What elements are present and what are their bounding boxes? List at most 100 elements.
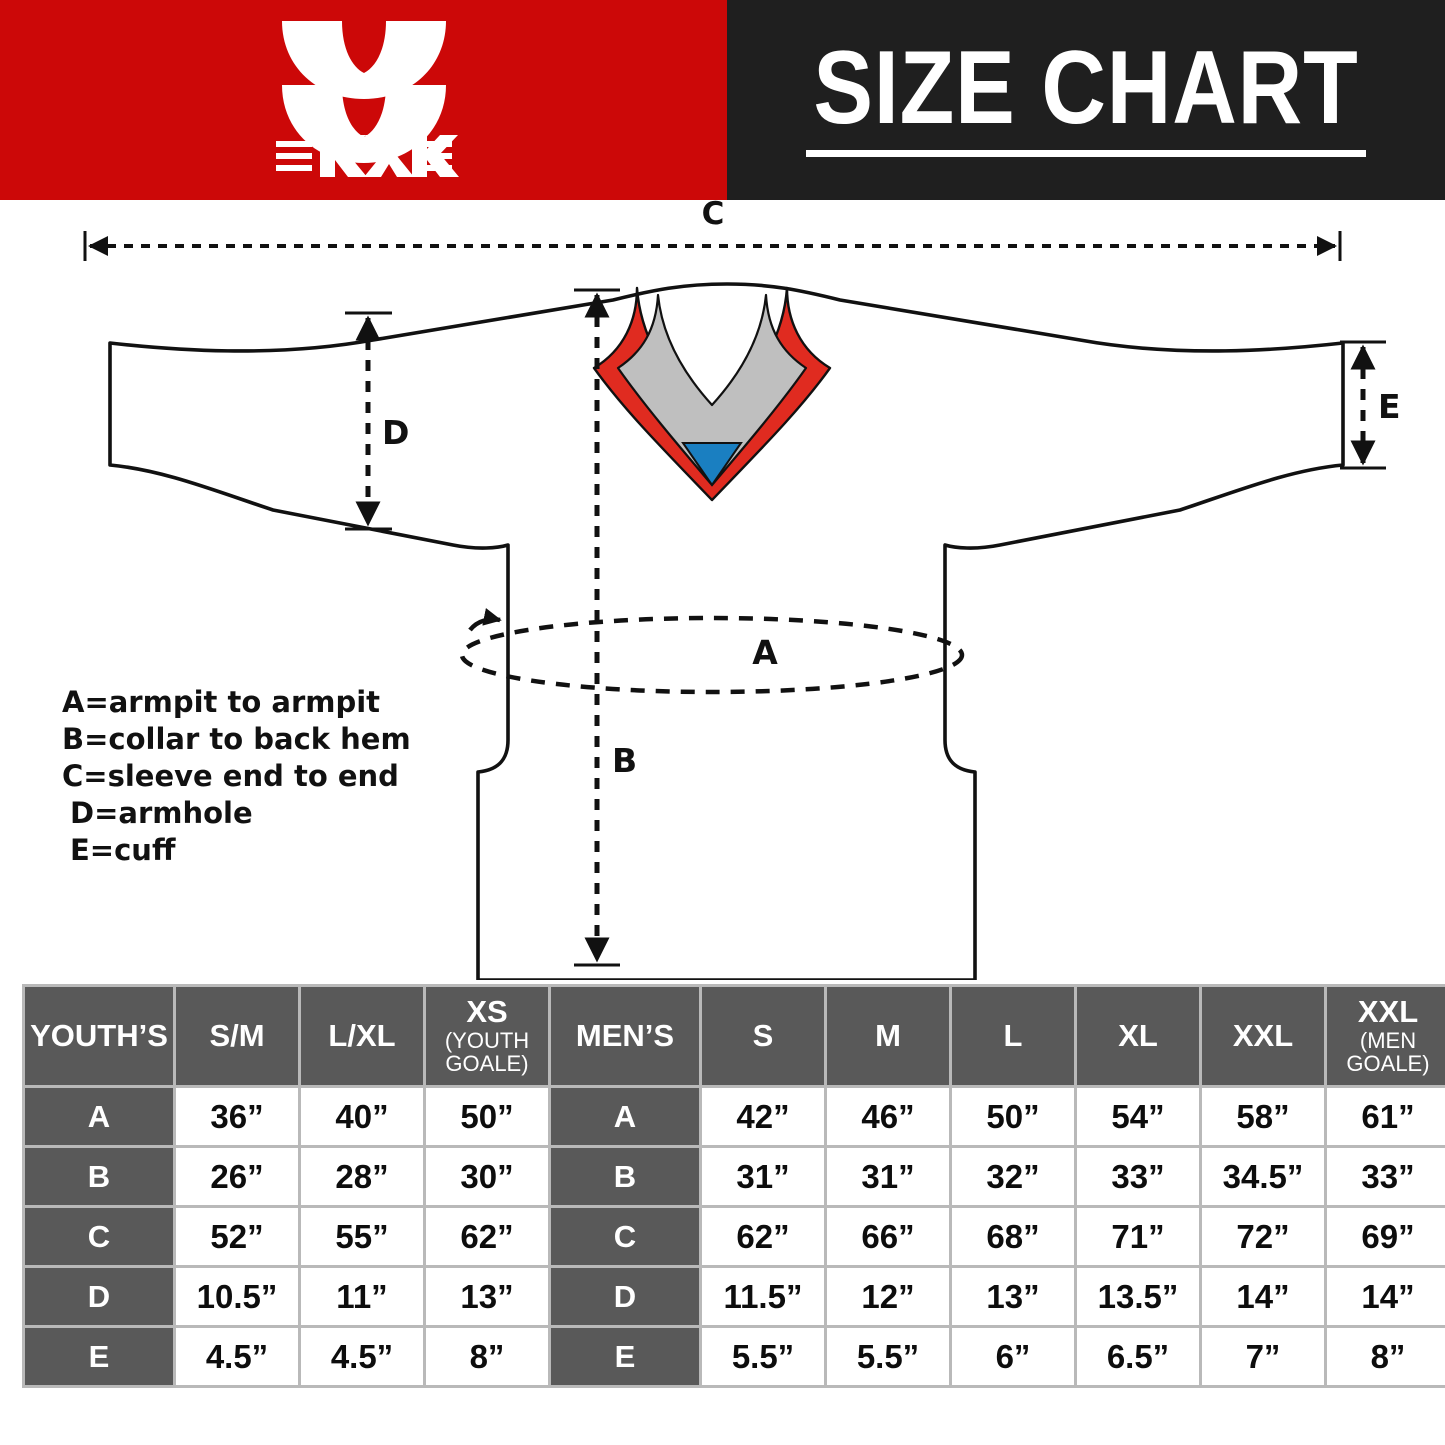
cell-men-m-d: 12” [827,1268,949,1325]
cell-men-l-c: 68” [952,1208,1074,1265]
page-title: SIZE CHART [813,29,1359,146]
cell-men-xl-a: 54” [1077,1088,1199,1145]
cell-men-xl-d: 13.5” [1077,1268,1199,1325]
cell-men-xxlgoale-a: 61” [1327,1088,1445,1145]
cell-men-s-c: 62” [702,1208,824,1265]
cell-youth-sm-d: 10.5” [176,1268,298,1325]
dimension-label-e: E [1378,387,1401,426]
header-cell-men-xl: XL [1077,987,1199,1085]
header-cell-youth-lxl: L/XL [301,987,423,1085]
cell-men-xxlgoale-b: 33” [1327,1148,1445,1205]
dimension-label-b: B [612,741,637,780]
cell-men-m-e: 5.5” [827,1328,949,1385]
cell-men-xxl-e: 7” [1202,1328,1324,1385]
dimension-b: B [574,288,637,967]
legend-line-e: E=cuff [70,833,176,867]
header-label: S/M [209,1017,265,1053]
cell-youth-xs-b: 30” [426,1148,548,1205]
title-panel: SIZE CHART [727,0,1445,200]
cell-men-l-d: 13” [952,1268,1074,1325]
jersey-outline [108,282,1345,980]
header-cell-men-xxl: XXL [1202,987,1324,1085]
legend-line-d: D=armhole [70,796,253,830]
dimension-label-a: A [752,633,778,672]
cell-youth-sm-c: 52” [176,1208,298,1265]
row-label-men-d: D [551,1268,699,1325]
dimension-e: E [1340,340,1401,470]
row-label-youth-d: D [25,1268,173,1325]
cell-men-xxl-c: 72” [1202,1208,1324,1265]
cell-men-xxl-b: 34.5” [1202,1148,1324,1205]
cell-youth-lxl-c: 55” [301,1208,423,1265]
cell-men-s-b: 31” [702,1148,824,1205]
table-header-row: YOUTH’S S/M L/XL XS (YOUTH GOALE) MEN’S … [25,987,1445,1085]
table-row: C 52” 55” 62” C 62” 66” 68” 71” 72” 69” [25,1208,1445,1265]
cell-youth-lxl-e: 4.5” [301,1328,423,1385]
kxk-logo-icon [275,21,459,177]
header-label: YOUTH’S [30,1017,168,1053]
cell-men-xl-c: 71” [1077,1208,1199,1265]
cell-men-s-d: 11.5” [702,1268,824,1325]
header-cell-men-s: S [702,987,824,1085]
cell-men-l-a: 50” [952,1088,1074,1145]
title-underline [806,149,1366,157]
cell-youth-sm-a: 36” [176,1088,298,1145]
header-label: S [752,1017,774,1053]
header-label: M [875,1017,901,1053]
row-label-men-e: E [551,1328,699,1385]
header-cell-youth-sm: S/M [176,987,298,1085]
cell-men-m-a: 46” [827,1088,949,1145]
cell-men-l-b: 32” [952,1148,1074,1205]
dimension-d: D [345,311,409,531]
dimension-a: A [459,608,965,695]
row-label-youth-c: C [25,1208,173,1265]
cell-youth-sm-e: 4.5” [176,1328,298,1385]
table-row: B 26” 28” 30” B 31” 31” 32” 33” 34.5” 33… [25,1148,1445,1205]
brand-panel [0,0,727,200]
page-header: SIZE CHART [0,0,1445,200]
row-label-youth-b: B [25,1148,173,1205]
header-sublabel: (MEN GOALE) [1346,1027,1430,1077]
dimension-label-c: C [702,200,725,232]
cell-youth-lxl-d: 11” [301,1268,423,1325]
header-label: XL [1118,1017,1158,1053]
table-row: E 4.5” 4.5” 8” E 5.5” 5.5” 6” 6.5” 7” 8” [25,1328,1445,1385]
header-label: XXL [1232,1017,1294,1053]
header-label: L [1003,1017,1023,1053]
legend-line-c: C=sleeve end to end [62,759,399,793]
cell-men-xxlgoale-c: 69” [1327,1208,1445,1265]
cell-youth-xs-e: 8” [426,1328,548,1385]
row-label-men-b: B [551,1148,699,1205]
header-label: XS [466,993,508,1029]
cell-men-l-e: 6” [952,1328,1074,1385]
table-row: A 36” 40” 50” A 42” 46” 50” 54” 58” 61” [25,1088,1445,1145]
cell-men-xxlgoale-e: 8” [1327,1328,1445,1385]
header-label: L/XL [328,1017,396,1053]
size-table: YOUTH’S S/M L/XL XS (YOUTH GOALE) MEN’S … [22,984,1445,1388]
header-cell-men-l: L [952,987,1074,1085]
cell-youth-lxl-b: 28” [301,1148,423,1205]
header-cell-mens: MEN’S [551,987,699,1085]
header-cell-men-xxl-goale: XXL (MEN GOALE) [1327,987,1445,1085]
cell-youth-lxl-a: 40” [301,1088,423,1145]
row-label-men-c: C [551,1208,699,1265]
cell-men-xxl-a: 58” [1202,1088,1324,1145]
legend-line-a: A=armpit to armpit [62,685,381,719]
header-label: XXL [1357,993,1419,1029]
header-cell-youth-xs-goale: XS (YOUTH GOALE) [426,987,548,1085]
header-label: MEN’S [575,1017,675,1053]
cell-men-xl-e: 6.5” [1077,1328,1199,1385]
cell-men-m-b: 31” [827,1148,949,1205]
cell-men-xxlgoale-d: 14” [1327,1268,1445,1325]
row-label-youth-e: E [25,1328,173,1385]
cell-youth-xs-d: 13” [426,1268,548,1325]
cell-men-xl-b: 33” [1077,1148,1199,1205]
row-label-youth-a: A [25,1088,173,1145]
jersey-collar [592,286,832,502]
header-cell-youths: YOUTH’S [25,987,173,1085]
cell-youth-sm-b: 26” [176,1148,298,1205]
cell-men-s-e: 5.5” [702,1328,824,1385]
legend-line-b: B=collar to back hem [62,722,411,756]
header-cell-men-m: M [827,987,949,1085]
table-row: D 10.5” 11” 13” D 11.5” 12” 13” 13.5” 14… [25,1268,1445,1325]
